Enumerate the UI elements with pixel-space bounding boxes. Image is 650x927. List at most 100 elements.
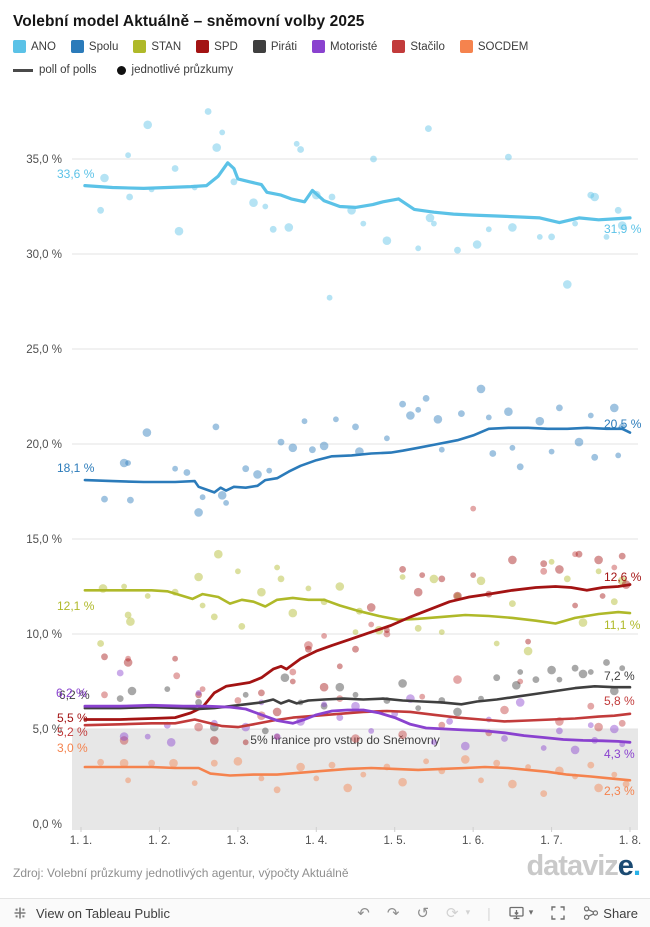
stacilo-legend-label: Stačilo [410, 40, 445, 53]
share-icon [584, 906, 599, 920]
series-stan-scatter[interactable] [97, 549, 627, 656]
y-tick-label-5: 5,0 % [33, 724, 62, 736]
x-tick-label-4: 1. 5. [384, 835, 406, 847]
tableau-logo-icon [14, 907, 26, 919]
series-spd-line[interactable] [83, 583, 632, 721]
legend-individual-polls-label: jednotlivé průzkumy [131, 64, 234, 76]
source-note: Zdroj: Volební průzkumy jednotlivých age… [13, 866, 349, 880]
legend-item-ano[interactable]: ANO [13, 40, 56, 53]
threshold-label: 5% hranice pro vstup do Sněmovny [250, 733, 439, 747]
poll-dot-icon [116, 65, 126, 75]
y-tick-label-15: 15,0 % [26, 534, 62, 546]
series-motoriste-start-label: 6,2 % [56, 686, 87, 700]
motoriste-legend-label: Motoristé [330, 40, 378, 53]
series-spd-end-label: 12,6 % [604, 570, 642, 584]
series-ano-start-label: 33,6 % [57, 167, 95, 181]
fullscreen-icon [551, 906, 565, 920]
ano-color-swatch [13, 40, 26, 53]
series-pirati-scatter[interactable] [116, 659, 626, 735]
logo-blue-part: e [617, 850, 634, 882]
stan-color-swatch [133, 40, 147, 53]
legend-item-pirati[interactable]: Piráti [252, 40, 298, 53]
refresh-caret-icon: ▾ [465, 907, 471, 918]
logo-dot: . [632, 850, 641, 882]
y-tick-label-25: 25,0 % [26, 344, 62, 356]
y-tick-label-35: 35,0 % [26, 154, 62, 166]
series-motoriste-line[interactable] [83, 703, 632, 744]
series-spd-scatter[interactable] [101, 550, 631, 746]
spolu-color-swatch [70, 40, 84, 53]
view-on-tableau-link[interactable]: View on Tableau Public [12, 905, 170, 921]
series-spd-start-label: 5,5 % [57, 711, 88, 725]
series-pirati-start-label: 6,2 % [59, 688, 90, 702]
mark-type-legend: poll of polls jednotlivé průzkumy [13, 64, 233, 76]
legend-item-motoriste[interactable]: Motoristé [312, 40, 377, 53]
y-tick-label-10: 10,0 % [26, 629, 62, 641]
legend-item-socdem[interactable]: SOCDEM [459, 40, 529, 53]
view-on-tableau-label: View on Tableau Public [36, 905, 170, 921]
x-tick-label-0: 1. 1. [70, 835, 92, 847]
legend-item-spd[interactable]: SPD [196, 40, 238, 53]
share-button[interactable]: Share [583, 905, 638, 921]
undo-icon[interactable]: ↶ [357, 903, 370, 922]
series-socdem-end-label: 2,3 % [604, 784, 635, 798]
fullscreen-button[interactable] [550, 905, 566, 921]
series-stan-end-label: 11,1 % [604, 618, 641, 632]
legend-individual-polls: jednotlivé průzkumy [116, 64, 234, 76]
series-socdem-scatter[interactable] [97, 755, 630, 797]
party-legend: ANO Spolu STAN SPD Piráti Motoristé Stačilo SOC… [13, 40, 528, 53]
series-ano-scatter[interactable] [97, 108, 627, 301]
y-tick-label-20: 20,0 % [26, 439, 62, 451]
series-spolu-scatter[interactable] [101, 384, 626, 517]
download-icon [509, 906, 524, 920]
series-stacilo-start-label: 5,2 % [57, 725, 88, 739]
legend-item-spolu[interactable]: Spolu [70, 40, 119, 53]
revert-icon[interactable]: ↺ [416, 903, 430, 922]
legend-poll-of-polls: poll of polls [13, 64, 97, 76]
spolu-legend-label: Spolu [88, 40, 119, 53]
legend-poll-of-polls-label: poll of polls [39, 64, 97, 76]
stan-legend-label: STAN [151, 40, 182, 53]
series-stan-line[interactable] [83, 588, 632, 625]
series-ano-end-label: 31,9 % [604, 222, 642, 236]
series-motoriste-end-label: 4,3 % [604, 747, 635, 761]
series-spolu-end-label: 20,5 % [604, 417, 642, 431]
socdem-color-swatch [459, 40, 473, 53]
series-pirati-end-label: 7,2 % [604, 669, 635, 683]
refresh-icon: ⟳ [446, 903, 459, 922]
series-stan-start-label: 12,1 % [57, 599, 95, 613]
motoriste-color-swatch [312, 40, 326, 53]
logo-gray-part: dataviz [526, 850, 618, 882]
x-tick-label-6: 1. 7. [540, 835, 562, 847]
trend-line-icon [13, 68, 33, 72]
x-tick-label-2: 1. 3. [227, 835, 249, 847]
series-stacilo-end-label: 5,8 % [604, 694, 635, 708]
tableau-toolbar: View on Tableau Public ↶ ↷ ↺ ⟳ ▾ | ▾ [0, 898, 650, 927]
page-title: Volební model Aktuálně – sněmovní volby … [13, 13, 365, 30]
spd-color-swatch [196, 40, 210, 53]
legend-item-stacilo[interactable]: Stačilo [392, 40, 445, 53]
pirati-legend-label: Piráti [270, 40, 298, 53]
download-button[interactable]: ▾ [508, 905, 534, 921]
legend-item-stan[interactable]: STAN [133, 40, 181, 53]
series-socdem-start-label: 3,0 % [57, 741, 88, 755]
toolbar-separator: | [487, 905, 491, 921]
y-tick-label-30: 30,0 % [26, 249, 62, 261]
redo-icon[interactable]: ↷ [386, 903, 400, 922]
spd-legend-label: SPD [214, 40, 238, 53]
threshold-label-box [250, 730, 440, 750]
stacilo-color-swatch [392, 40, 406, 53]
poll-of-polls-chart[interactable]: 0,0 % 5,0 % 10,0 % 15,0 % 20,0 % 25,0 % 30,0 %… [0, 0, 650, 858]
download-caret-icon: ▾ [528, 907, 534, 918]
y-tick-label-0: 0,0 % [33, 819, 62, 831]
series-ano-line[interactable] [83, 161, 632, 225]
series-socdem-line[interactable] [83, 765, 632, 782]
x-tick-label-5: 1. 6. [462, 835, 484, 847]
socdem-legend-label: SOCDEM [477, 40, 529, 53]
x-tick-label-3: 1. 4. [305, 835, 327, 847]
series-stacilo-line[interactable] [83, 709, 632, 729]
series-spolu-line[interactable] [83, 426, 632, 494]
toolbar-actions: ↶ ↷ ↺ ⟳ ▾ | ▾ [357, 905, 638, 921]
series-pirati-line[interactable] [83, 684, 632, 711]
